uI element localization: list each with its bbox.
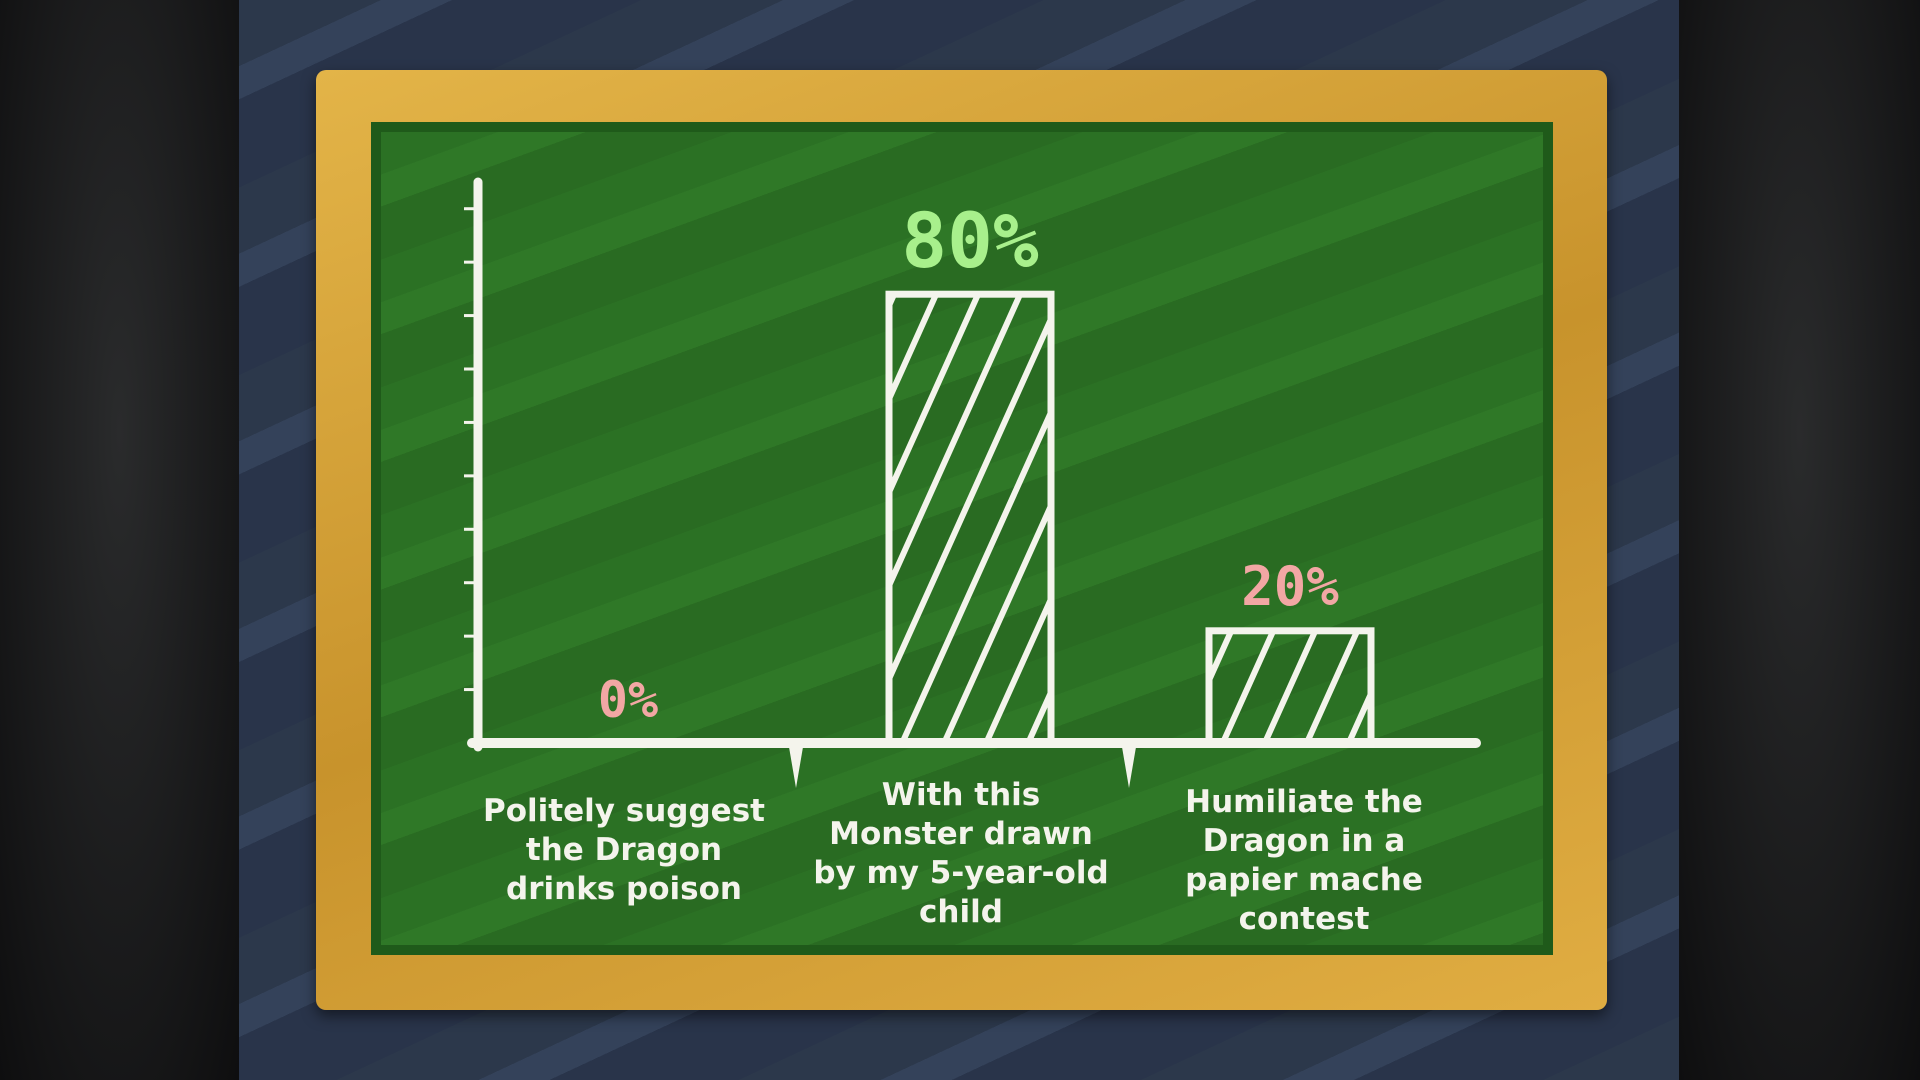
category-label-line: Humiliate the — [1185, 784, 1423, 820]
hatch-stroke — [1433, 631, 1483, 743]
hatch-stroke — [1097, 631, 1147, 743]
value-label: 80% — [901, 196, 1039, 286]
bar-hatching — [889, 294, 1692, 743]
hatch-stroke — [1364, 294, 1566, 743]
hatch-stroke — [1280, 294, 1482, 743]
category-label-line: Politely suggest — [483, 793, 765, 829]
hatch-stroke — [983, 591, 1051, 743]
category-label-line: Dragon in a — [1202, 823, 1406, 859]
category-label-line: child — [919, 894, 1003, 930]
hatch-stroke — [899, 405, 1051, 743]
hatch-stroke — [1448, 294, 1650, 743]
hatch-stroke — [1304, 630, 1361, 743]
bar-hatching — [1097, 630, 1525, 743]
hatch-stroke — [889, 294, 939, 407]
hatch-stroke — [1346, 686, 1371, 743]
bar — [885, 290, 1055, 747]
category-label-line: the Dragon — [525, 832, 723, 868]
category-divider-tick — [1122, 747, 1136, 788]
value-label: 20% — [1241, 554, 1339, 618]
hatch-stroke — [1490, 294, 1692, 743]
category-label-line: contest — [1238, 901, 1370, 937]
bar — [1205, 627, 1375, 747]
category-label-line: drinks poison — [506, 871, 742, 907]
category-label-line: papier mache — [1185, 862, 1423, 898]
category-label-line: Monster drawn — [829, 816, 1093, 852]
category-label: With this Monster drawn by my 5-year-old ch… — [796, 776, 1126, 932]
category-label: Humiliate the Dragon in a papier mache cont… — [1139, 783, 1469, 939]
right-background — [1679, 0, 1920, 1080]
hatch-stroke — [1139, 631, 1189, 743]
hatch-stroke — [1025, 685, 1051, 743]
hatch-stroke — [1475, 631, 1525, 743]
category-divider-tick — [789, 747, 803, 788]
chalkboard — [371, 122, 1553, 955]
category-label-line: by my 5-year-old — [813, 855, 1109, 891]
left-background — [0, 0, 239, 1080]
hatch-stroke — [889, 311, 1051, 687]
hatch-stroke — [1070, 294, 1272, 743]
hatch-stroke — [1209, 630, 1235, 688]
hatch-stroke — [1391, 631, 1441, 743]
hatch-stroke — [1322, 294, 1524, 743]
category-label: Politely suggest the Dragon drinks poison — [459, 792, 789, 909]
hatch-stroke — [941, 498, 1051, 743]
category-label-line: With this — [881, 777, 1041, 813]
value-label: 0% — [597, 671, 659, 729]
hatch-stroke — [889, 294, 1023, 593]
hatch-stroke — [1406, 294, 1608, 743]
hatch-stroke — [1220, 630, 1277, 743]
hatch-stroke — [1262, 630, 1319, 743]
hatch-stroke — [889, 294, 981, 500]
